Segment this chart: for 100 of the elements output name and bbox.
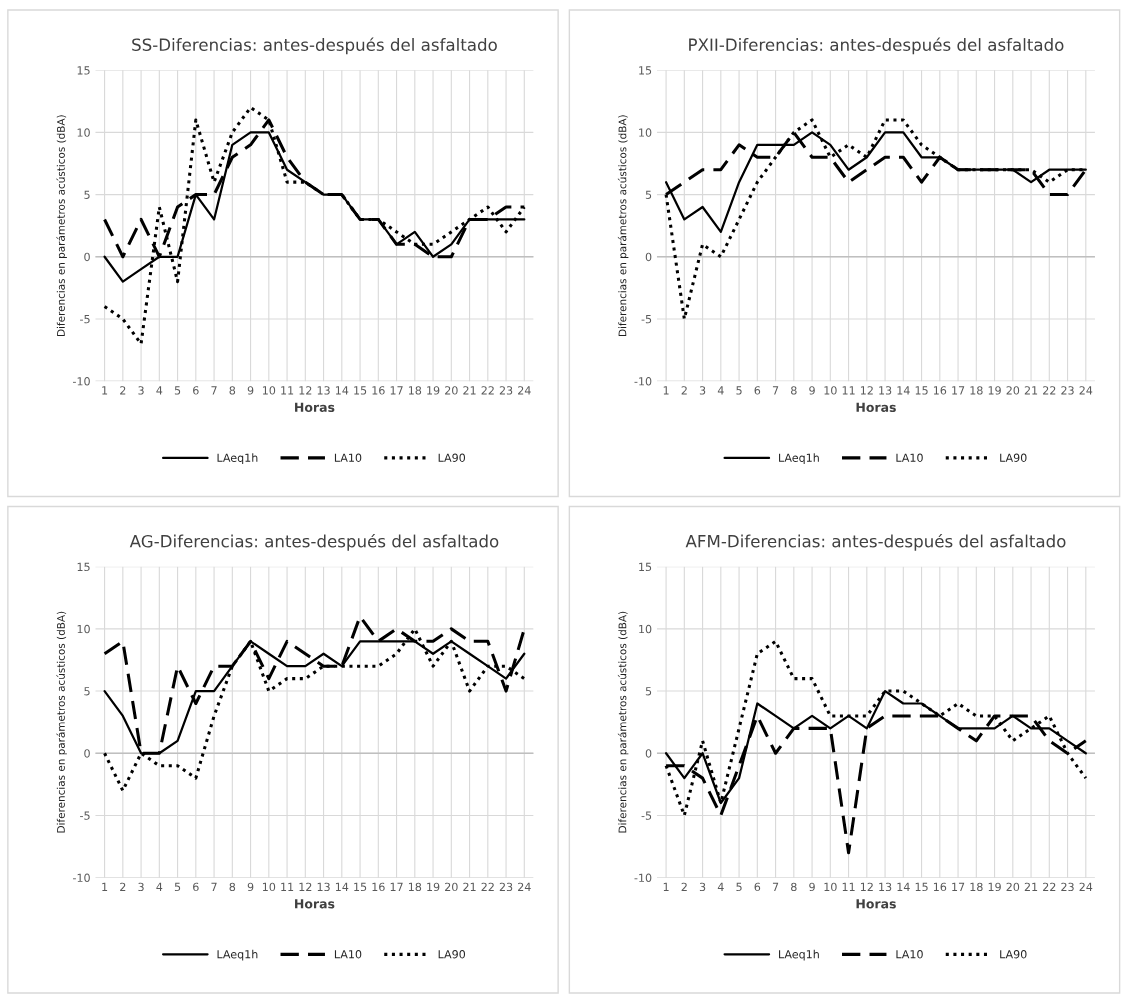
x-tick-label: 15	[915, 882, 928, 892]
y-tick-label: 5	[84, 190, 90, 199]
x-tick-label: 24	[518, 386, 531, 395]
y-tick-label: 15	[77, 562, 90, 572]
x-tick-label: 11	[281, 882, 294, 891]
y-tick-label: 15	[77, 66, 90, 75]
chart-title: PXII-Diferencias: antes-después del asfaltado	[689, 37, 1064, 55]
x-tick-label: 14	[897, 386, 910, 395]
x-tick-label: 18	[970, 386, 983, 395]
legend-label: LA90	[438, 453, 466, 462]
y-tick-label: 0	[84, 252, 90, 262]
x-tick-label: 20	[445, 386, 458, 395]
y-tick-label: 0	[645, 252, 652, 262]
x-tick-label: 9	[809, 386, 815, 395]
x-axis-title: Horas	[295, 899, 335, 909]
x-tick-label: 2	[120, 882, 126, 891]
x-tick-label: 4	[156, 386, 163, 395]
x-tick-label: 20	[1006, 386, 1020, 395]
x-tick-label: 6	[193, 882, 199, 892]
legend-label: LA90	[438, 950, 466, 959]
y-tick-label: -10	[634, 377, 652, 386]
chart-title: SS-Diferencias: antes-después del asfaltado	[132, 37, 497, 55]
x-tick-label: 8	[791, 386, 797, 395]
y-tick-label: 5	[84, 687, 90, 696]
x-tick-label: 22	[481, 386, 494, 395]
x-tick-label: 11	[842, 882, 855, 891]
x-tick-label: 19	[427, 386, 440, 395]
x-tick-label: 21	[463, 386, 476, 395]
x-tick-label: 16	[933, 386, 947, 395]
x-tick-label: 21	[1024, 882, 1038, 891]
y-axis-title: Diferencias en parámetros acústicos (dBA)	[617, 611, 629, 833]
x-axis-title: Horas	[856, 402, 896, 412]
y-tick-label: -10	[72, 377, 90, 386]
legend-label: LAeq1h	[779, 949, 819, 961]
x-tick-label: 3	[699, 882, 706, 892]
x-tick-label: 9	[809, 882, 815, 892]
x-tick-label: 4	[717, 882, 724, 891]
x-tick-label: 11	[842, 386, 855, 395]
x-tick-label: 18	[970, 882, 983, 892]
x-axis-title: Horas	[856, 899, 896, 909]
x-tick-label: 1	[663, 882, 669, 891]
x-tick-label: 19	[988, 386, 1001, 395]
legend-label: LA90	[1000, 950, 1027, 959]
x-tick-label: 13	[317, 882, 330, 892]
legend-label: LA10	[896, 453, 923, 462]
y-tick-label: 5	[645, 687, 652, 696]
x-tick-label: 24	[518, 882, 531, 891]
y-axis-title: Diferencias en parámetros acústicos (dBA)	[56, 611, 67, 833]
x-tick-label: 19	[988, 882, 1001, 892]
x-tick-label: 12	[860, 882, 873, 891]
x-tick-label: 18	[408, 386, 422, 395]
legend-label: LA10	[334, 950, 362, 959]
x-tick-label: 7	[211, 386, 217, 395]
x-tick-label: 2	[681, 882, 687, 891]
legend-label: LA10	[334, 453, 362, 462]
x-tick-label: 1	[663, 386, 669, 395]
legend-label: LA90	[1000, 453, 1027, 462]
x-tick-label: 14	[335, 386, 349, 395]
y-tick-label: 5	[645, 190, 652, 199]
y-tick-label: 0	[645, 749, 652, 758]
x-tick-label: 20	[445, 882, 458, 892]
x-tick-label: 19	[427, 882, 440, 892]
x-tick-label: 11	[281, 386, 294, 395]
y-tick-label: 15	[639, 66, 652, 75]
y-tick-label: -5	[641, 811, 652, 820]
x-tick-label: 9	[247, 882, 254, 892]
x-tick-label: 10	[262, 386, 276, 395]
x-tick-label: 5	[736, 386, 742, 395]
x-tick-label: 4	[717, 386, 724, 395]
x-tick-label: 22	[481, 882, 494, 891]
x-tick-label: 14	[335, 882, 349, 891]
x-tick-label: 3	[138, 386, 144, 395]
x-tick-label: 3	[699, 386, 706, 395]
x-tick-label: 22	[1043, 882, 1056, 891]
x-tick-label: 10	[824, 882, 837, 892]
x-tick-label: 9	[247, 386, 254, 395]
x-tick-label: 10	[824, 386, 837, 395]
x-tick-label: 6	[754, 386, 761, 395]
x-tick-label: 13	[317, 386, 330, 395]
x-tick-label: 2	[120, 386, 126, 395]
x-tick-label: 23	[1061, 882, 1074, 892]
x-tick-label: 4	[156, 882, 163, 891]
x-tick-label: 23	[499, 882, 513, 892]
x-tick-label: 5	[174, 386, 181, 395]
y-tick-label: 0	[84, 749, 90, 758]
x-tick-label: 2	[681, 386, 687, 395]
chart-title: AG-Diferencias: antes-después del asfaltado	[129, 533, 499, 551]
x-tick-label: 16	[372, 386, 385, 395]
x-tick-label: 23	[1061, 386, 1074, 395]
x-tick-label: 5	[736, 882, 742, 892]
y-tick-label: -5	[80, 315, 90, 324]
chart-title: AFM-Diferencias: antes-después del asfaltado	[685, 533, 1066, 551]
x-tick-label: 12	[299, 882, 312, 891]
x-tick-label: 12	[299, 386, 312, 395]
x-tick-label: 15	[354, 882, 367, 892]
x-tick-label: 21	[1024, 386, 1038, 395]
x-tick-label: 1	[102, 882, 108, 891]
y-tick-label: 10	[77, 624, 90, 634]
x-tick-label: 17	[390, 882, 403, 891]
y-axis-title: Diferencias en parámetros acústicos (dBA)	[617, 115, 629, 336]
